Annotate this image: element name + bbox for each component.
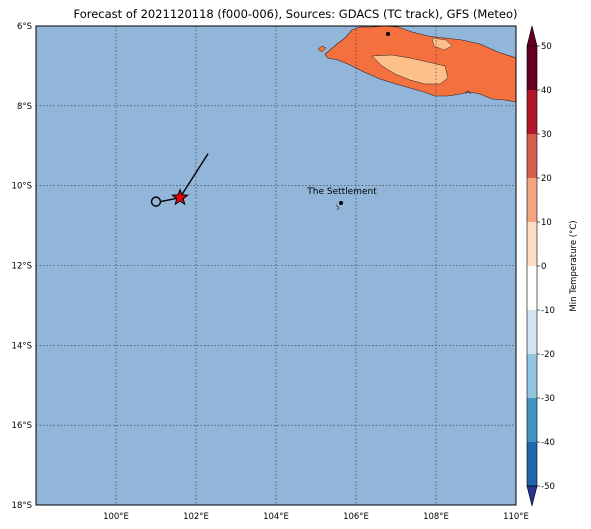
colorbar-tick-label: 10 bbox=[541, 218, 552, 228]
lon-tick-label: 104°E bbox=[263, 512, 289, 522]
lat-tick-label: 10°S bbox=[12, 182, 32, 192]
colorbar-segment bbox=[527, 442, 537, 486]
colorbar-segment bbox=[527, 46, 537, 90]
land-cool-region bbox=[371, 54, 449, 85]
colorbar-tick-label: 50 bbox=[541, 42, 552, 52]
colorbar-tick-label: -30 bbox=[541, 394, 555, 404]
colorbar-tick-label: -10 bbox=[541, 306, 555, 316]
colorbar-tick-label: -40 bbox=[541, 438, 555, 448]
lat-tick-labels: 6°S 8°S 10°S 12°S 14°S 16°S 18°S bbox=[12, 22, 32, 511]
colorbar-tick-label: -50 bbox=[541, 482, 555, 492]
past-position-marker bbox=[150, 196, 162, 207]
heading-vector bbox=[179, 153, 209, 199]
colorbar-tick-label: 20 bbox=[541, 174, 552, 184]
colorbar-extend-top bbox=[526, 25, 538, 47]
colorbar-segment bbox=[527, 134, 537, 178]
colorbar-segment bbox=[527, 266, 537, 310]
land-cool-region-2 bbox=[431, 37, 453, 51]
settlement-island bbox=[335, 204, 340, 211]
lat-tick-label: 18°S bbox=[12, 501, 32, 511]
colorbar-segment bbox=[527, 398, 537, 442]
lon-tick-label: 102°E bbox=[183, 512, 209, 522]
lat-tick-label: 6°S bbox=[17, 22, 32, 32]
colorbar-segment bbox=[527, 178, 537, 222]
colorbar: 50 40 30 20 10 0 -10 -20 -30 -40 -50 bbox=[526, 25, 555, 507]
lon-tick-label: 100°E bbox=[103, 512, 129, 522]
settlement-marker bbox=[335, 201, 343, 211]
lat-tick-label: 8°S bbox=[17, 102, 32, 112]
settlement-dot bbox=[339, 201, 343, 205]
figure-title: Forecast of 2021120118 (f000-006), Sourc… bbox=[73, 7, 518, 21]
lon-tick-label: 108°E bbox=[423, 512, 449, 522]
colorbar-segment bbox=[527, 222, 537, 266]
cyclone-track bbox=[150, 153, 209, 207]
lon-tick-label: 110°E bbox=[503, 512, 529, 522]
colorbar-tick-label: 40 bbox=[541, 86, 552, 96]
colorbar-segment bbox=[527, 310, 537, 354]
lon-tick-label: 106°E bbox=[343, 512, 369, 522]
coast-squiggle bbox=[464, 90, 472, 95]
island-small bbox=[317, 45, 327, 53]
colorbar-extend-bottom bbox=[526, 485, 538, 507]
colorbar-segment bbox=[527, 354, 537, 398]
colorbar-segment bbox=[527, 90, 537, 134]
city-marker-north bbox=[386, 32, 390, 36]
current-position-star bbox=[171, 188, 189, 206]
land-java bbox=[317, 25, 517, 103]
lat-tick-label: 12°S bbox=[12, 262, 32, 272]
colorbar-tick-label: 30 bbox=[541, 130, 552, 140]
lon-tick-labels: 100°E 102°E 104°E 106°E 108°E 110°E bbox=[103, 512, 529, 522]
map-frame bbox=[35, 25, 517, 506]
colorbar-label: Min Temperature (°C) bbox=[569, 220, 579, 311]
place-label-settlement: The Settlement bbox=[306, 187, 377, 197]
lat-tick-label: 14°S bbox=[12, 341, 32, 351]
colorbar-tick-label: -20 bbox=[541, 350, 555, 360]
colorbar-tick-label: 0 bbox=[541, 262, 546, 272]
lat-tick-label: 16°S bbox=[12, 421, 32, 431]
